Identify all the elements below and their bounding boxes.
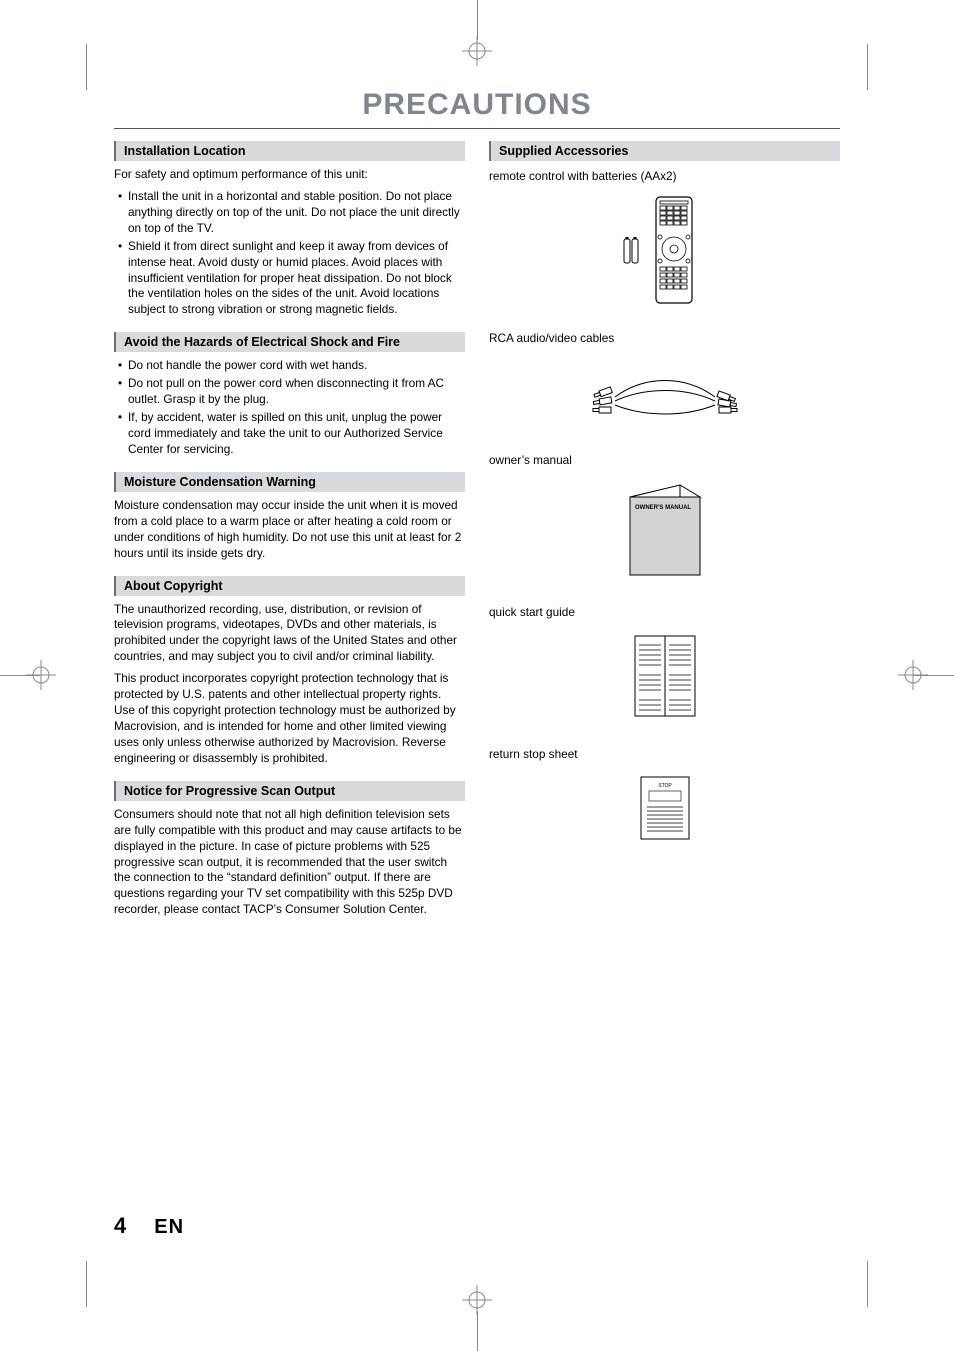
remote-icon [489, 189, 840, 323]
page-footer: 4 EN [114, 1213, 184, 1239]
language-code: EN [154, 1216, 184, 1239]
crop-mark-top [477, 0, 478, 40]
accessory-label-manual: owner’s manual [489, 453, 840, 469]
manual-caption: OWNER'S MANUAL [635, 505, 691, 511]
svg-text:STOP: STOP [658, 783, 672, 789]
corner-mark [86, 1261, 87, 1307]
rca-cables-icon [489, 351, 840, 445]
list-item: Shield it from direct sunlight and keep … [114, 239, 465, 319]
section-head-moisture: Moisture Condensation Warning [114, 472, 465, 492]
accessory-label-remote: remote control with batteries (AAx2) [489, 169, 840, 185]
section-head-copyright: About Copyright [114, 576, 465, 596]
accessory-label-cables: RCA audio/video cables [489, 331, 840, 347]
right-column: Supplied Accessories remote control with… [489, 141, 840, 924]
corner-mark [86, 44, 87, 90]
list-item: Do not pull on the power cord when disco… [114, 376, 465, 408]
return-stop-sheet-icon: STOP [489, 767, 840, 861]
section-head-hazards: Avoid the Hazards of Electrical Shock an… [114, 332, 465, 352]
section-head-accessories: Supplied Accessories [489, 141, 840, 161]
accessory-label-stop: return stop sheet [489, 747, 840, 763]
hazards-list: Do not handle the power cord with wet ha… [114, 358, 465, 458]
quick-start-guide-icon [489, 625, 840, 739]
installation-list: Install the unit in a horizontal and sta… [114, 189, 465, 318]
page-number: 4 [114, 1213, 126, 1239]
section-head-installation: Installation Location [114, 141, 465, 161]
two-column-layout: Installation Location For safety and opt… [114, 141, 840, 924]
list-item: Do not handle the power cord with wet ha… [114, 358, 465, 374]
page-content: PRECAUTIONS Installation Location For sa… [114, 88, 840, 924]
corner-mark [867, 1261, 868, 1307]
registration-mark-top [462, 36, 492, 66]
crop-mark-bottom [477, 1311, 478, 1351]
page-title: PRECAUTIONS [114, 88, 840, 129]
copyright-body-1: The unauthorized recording, use, distrib… [114, 602, 465, 666]
left-column: Installation Location For safety and opt… [114, 141, 465, 924]
progressive-body: Consumers should note that not all high … [114, 807, 465, 918]
installation-intro: For safety and optimum performance of th… [114, 167, 465, 183]
owners-manual-icon: OWNER'S MANUAL [489, 473, 840, 597]
copyright-body-2: This product incorporates copyright prot… [114, 671, 465, 767]
list-item: If, by accident, water is spilled on thi… [114, 410, 465, 458]
registration-mark-bottom [462, 1285, 492, 1315]
moisture-body: Moisture condensation may occur inside t… [114, 498, 465, 562]
registration-mark-left [26, 660, 56, 690]
list-item: Install the unit in a horizontal and sta… [114, 189, 465, 237]
accessory-label-qsg: quick start guide [489, 605, 840, 621]
section-head-progressive: Notice for Progressive Scan Output [114, 781, 465, 801]
corner-mark [867, 44, 868, 90]
registration-mark-right [898, 660, 928, 690]
